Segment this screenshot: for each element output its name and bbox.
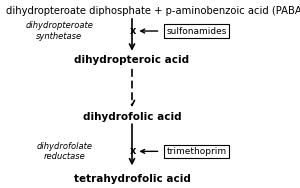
Text: dihydropteroate diphosphate + p-aminobenzoic acid (PABA): dihydropteroate diphosphate + p-aminoben…	[6, 6, 300, 16]
Text: trimethoprim: trimethoprim	[167, 147, 226, 156]
Text: dihydropteroate
synthetase: dihydropteroate synthetase	[25, 21, 93, 41]
Text: x: x	[130, 146, 136, 156]
Text: dihydrofolic acid: dihydrofolic acid	[83, 111, 181, 122]
Text: sulfonamides: sulfonamides	[167, 27, 227, 36]
Text: dihydropteroic acid: dihydropteroic acid	[74, 55, 190, 65]
Text: dihydrofolate
reductase: dihydrofolate reductase	[37, 142, 93, 161]
Text: x: x	[130, 26, 136, 36]
Text: tetrahydrofolic acid: tetrahydrofolic acid	[74, 174, 190, 184]
